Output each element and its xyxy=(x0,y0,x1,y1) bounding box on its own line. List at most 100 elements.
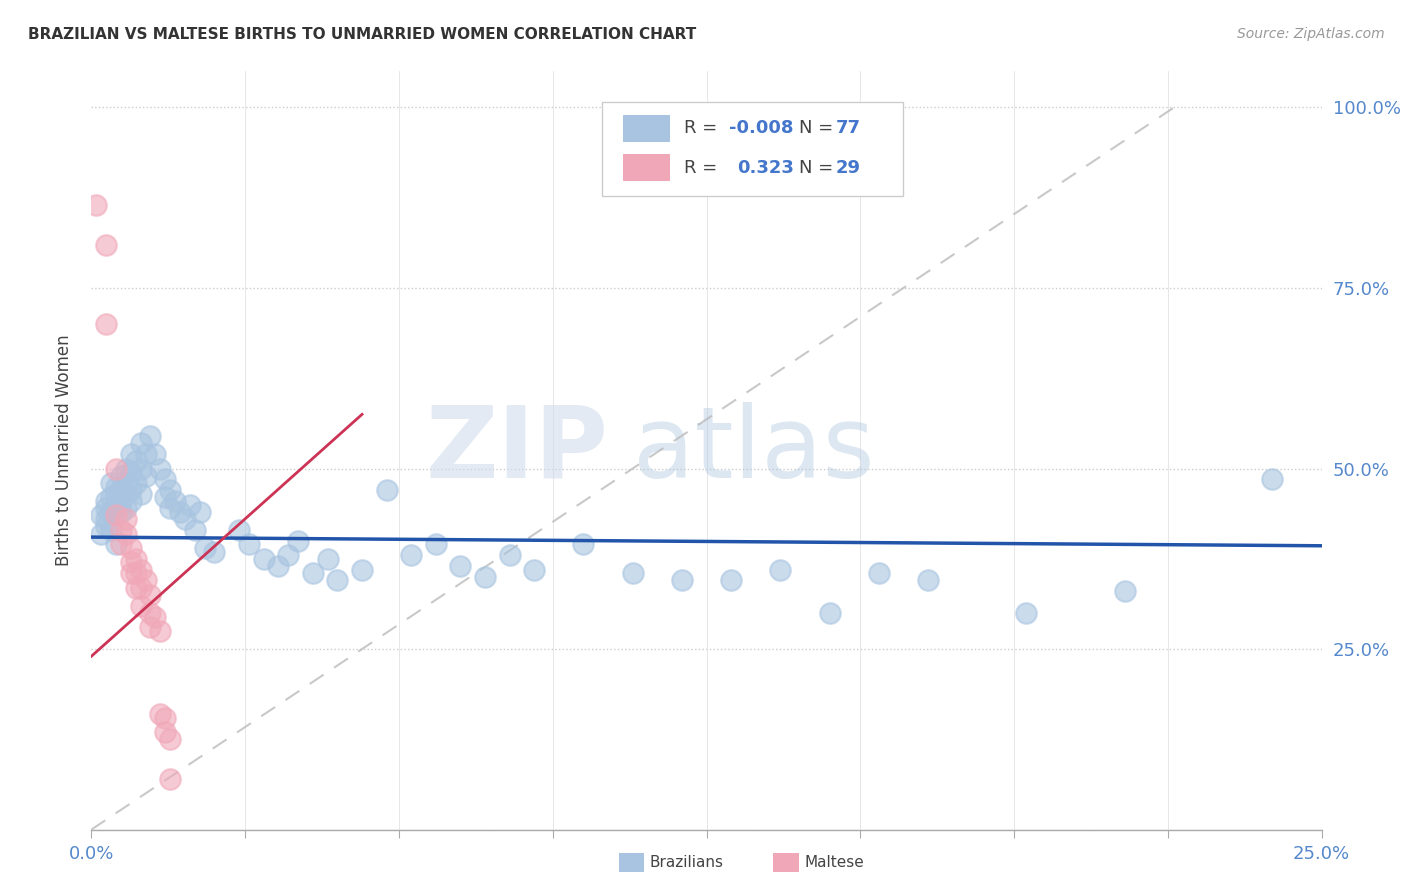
Text: atlas: atlas xyxy=(633,402,875,499)
Point xyxy=(1114,584,1136,599)
Point xyxy=(153,711,177,725)
Point xyxy=(163,494,186,508)
Point xyxy=(100,523,122,537)
Point xyxy=(188,505,211,519)
Point xyxy=(153,491,177,505)
Point xyxy=(253,551,276,566)
Point xyxy=(124,551,146,566)
Point xyxy=(621,566,644,581)
Point xyxy=(90,508,112,523)
Point xyxy=(277,548,299,562)
Point xyxy=(96,512,117,526)
Point xyxy=(105,498,127,512)
Point xyxy=(135,468,156,483)
Point xyxy=(153,725,177,739)
Point xyxy=(326,574,349,588)
Text: BRAZILIAN VS MALTESE BIRTHS TO UNMARRIED WOMEN CORRELATION CHART: BRAZILIAN VS MALTESE BIRTHS TO UNMARRIED… xyxy=(28,27,696,42)
FancyBboxPatch shape xyxy=(602,102,903,196)
Point xyxy=(129,563,152,577)
Point xyxy=(1261,472,1284,486)
Point xyxy=(149,624,172,638)
Point xyxy=(228,523,250,537)
Point xyxy=(110,468,132,483)
Point xyxy=(96,237,117,252)
Point xyxy=(96,317,117,331)
Point xyxy=(96,519,117,533)
Point xyxy=(1015,606,1038,620)
Point xyxy=(90,526,112,541)
Text: N =: N = xyxy=(799,120,839,137)
Point xyxy=(139,606,162,620)
Point xyxy=(110,505,132,519)
Point xyxy=(769,563,792,577)
Point xyxy=(267,559,290,574)
Point xyxy=(523,563,546,577)
Text: Source: ZipAtlas.com: Source: ZipAtlas.com xyxy=(1237,27,1385,41)
Point xyxy=(159,732,181,747)
Point xyxy=(100,491,122,505)
Point xyxy=(135,574,156,588)
Point xyxy=(120,566,142,581)
Point xyxy=(129,436,152,450)
Text: R =: R = xyxy=(685,120,723,137)
Point xyxy=(145,609,166,624)
Point xyxy=(129,461,152,475)
Text: Maltese: Maltese xyxy=(804,855,863,870)
Point xyxy=(159,772,181,786)
FancyBboxPatch shape xyxy=(623,114,669,142)
Point xyxy=(105,461,127,475)
Text: ZIP: ZIP xyxy=(425,402,607,499)
Point xyxy=(124,566,146,581)
Point xyxy=(110,494,132,508)
Point xyxy=(135,447,156,461)
Point xyxy=(498,548,520,562)
Text: R =: R = xyxy=(685,159,723,177)
Point xyxy=(202,544,225,558)
Point xyxy=(110,483,132,498)
Point xyxy=(124,475,146,490)
Point xyxy=(110,523,132,537)
Point xyxy=(474,570,496,584)
Point xyxy=(179,498,201,512)
Point xyxy=(572,537,595,551)
Point xyxy=(316,551,339,566)
Text: 0.323: 0.323 xyxy=(737,159,794,177)
Point xyxy=(120,483,142,498)
Point xyxy=(114,501,138,516)
Point xyxy=(149,461,172,475)
Point xyxy=(287,533,309,548)
Point xyxy=(159,483,181,498)
Point xyxy=(129,487,152,501)
Point xyxy=(110,537,132,551)
Point xyxy=(100,475,122,490)
Point xyxy=(120,541,142,555)
Point xyxy=(139,620,162,634)
Point xyxy=(917,574,939,588)
Point xyxy=(238,537,260,551)
Point xyxy=(671,574,693,588)
Point xyxy=(425,537,447,551)
Text: -0.008: -0.008 xyxy=(728,120,793,137)
Point xyxy=(139,429,162,443)
Point xyxy=(818,606,841,620)
Text: N =: N = xyxy=(799,159,839,177)
Point xyxy=(183,523,207,537)
Point xyxy=(720,574,742,588)
Text: 77: 77 xyxy=(835,120,860,137)
Point xyxy=(352,563,374,577)
Point xyxy=(449,559,471,574)
FancyBboxPatch shape xyxy=(623,154,669,181)
Point xyxy=(193,541,217,555)
Point xyxy=(105,479,127,493)
Point xyxy=(139,588,162,602)
Point xyxy=(159,501,181,516)
Point xyxy=(114,487,138,501)
Point xyxy=(129,599,152,613)
Point xyxy=(149,706,172,721)
Point xyxy=(174,512,197,526)
Point xyxy=(114,526,138,541)
Point xyxy=(120,447,142,461)
Point xyxy=(105,487,127,501)
Point xyxy=(120,465,142,479)
Point xyxy=(105,508,127,523)
